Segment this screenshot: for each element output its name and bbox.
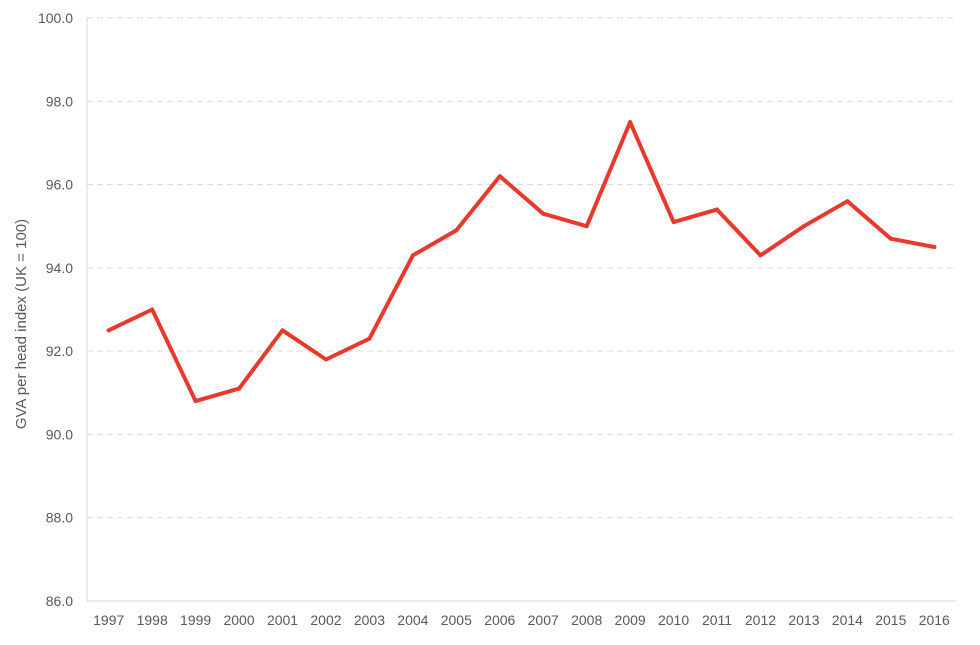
y-tick-label: 88.0 xyxy=(46,510,73,526)
x-tick-label: 2009 xyxy=(615,612,646,628)
x-tick-label: 2016 xyxy=(919,612,950,628)
data-point xyxy=(758,253,763,258)
y-axis-label: GVA per head index (UK = 100) xyxy=(13,219,30,429)
x-tick-label: 2001 xyxy=(267,612,298,628)
x-tick-label: 2013 xyxy=(788,612,819,628)
data-point xyxy=(888,236,893,241)
data-point xyxy=(671,220,676,225)
x-tick-label: 1998 xyxy=(137,612,168,628)
y-tick-label: 92.0 xyxy=(46,343,73,359)
data-point xyxy=(150,307,155,312)
y-tick-label: 86.0 xyxy=(46,593,73,609)
data-point xyxy=(410,253,415,258)
x-tick-label: 2005 xyxy=(441,612,472,628)
x-tick-label: 2014 xyxy=(832,612,863,628)
y-tick-label: 96.0 xyxy=(46,177,73,193)
data-point xyxy=(280,328,285,333)
series-line xyxy=(106,120,937,404)
x-tick-label: 2012 xyxy=(745,612,776,628)
data-point xyxy=(323,357,328,362)
data-point xyxy=(193,399,198,404)
data-point xyxy=(932,245,937,250)
x-tick-label: 2008 xyxy=(571,612,602,628)
y-tick-label: 98.0 xyxy=(46,93,73,109)
y-tick-label: 100.0 xyxy=(38,10,73,26)
x-tick-label: 2010 xyxy=(658,612,689,628)
x-tick-label: 2004 xyxy=(397,612,428,628)
x-tick-label: 1997 xyxy=(93,612,124,628)
data-point xyxy=(845,199,850,204)
x-tick-labels: 1997 1998 1999 2000 2001 2002 2003 2004 2005 2006… xyxy=(93,612,950,628)
series-lines xyxy=(106,120,937,404)
data-point xyxy=(628,120,633,125)
x-tick-label: 2000 xyxy=(223,612,254,628)
x-tick-label: 1999 xyxy=(180,612,211,628)
x-tick-label: 2002 xyxy=(310,612,341,628)
x-tick-label: 2011 xyxy=(702,612,732,628)
gridlines xyxy=(87,17,956,519)
data-point xyxy=(541,211,546,216)
y-tick-label: 90.0 xyxy=(46,426,73,442)
data-point xyxy=(454,228,459,233)
data-point xyxy=(237,386,242,391)
data-point xyxy=(715,207,720,212)
data-point xyxy=(106,328,111,333)
x-tick-label: 2007 xyxy=(528,612,559,628)
data-point xyxy=(801,224,806,229)
y-tick-label: 94.0 xyxy=(46,260,73,276)
y-tick-labels: 86.0 88.0 90.0 92.0 94.0 96.0 98.0 100.0 xyxy=(38,10,73,609)
x-tick-label: 2003 xyxy=(354,612,385,628)
data-point xyxy=(584,224,589,229)
data-point xyxy=(497,174,502,179)
x-tick-label: 2006 xyxy=(484,612,515,628)
data-point xyxy=(367,336,372,341)
x-tick-label: 2015 xyxy=(875,612,906,628)
